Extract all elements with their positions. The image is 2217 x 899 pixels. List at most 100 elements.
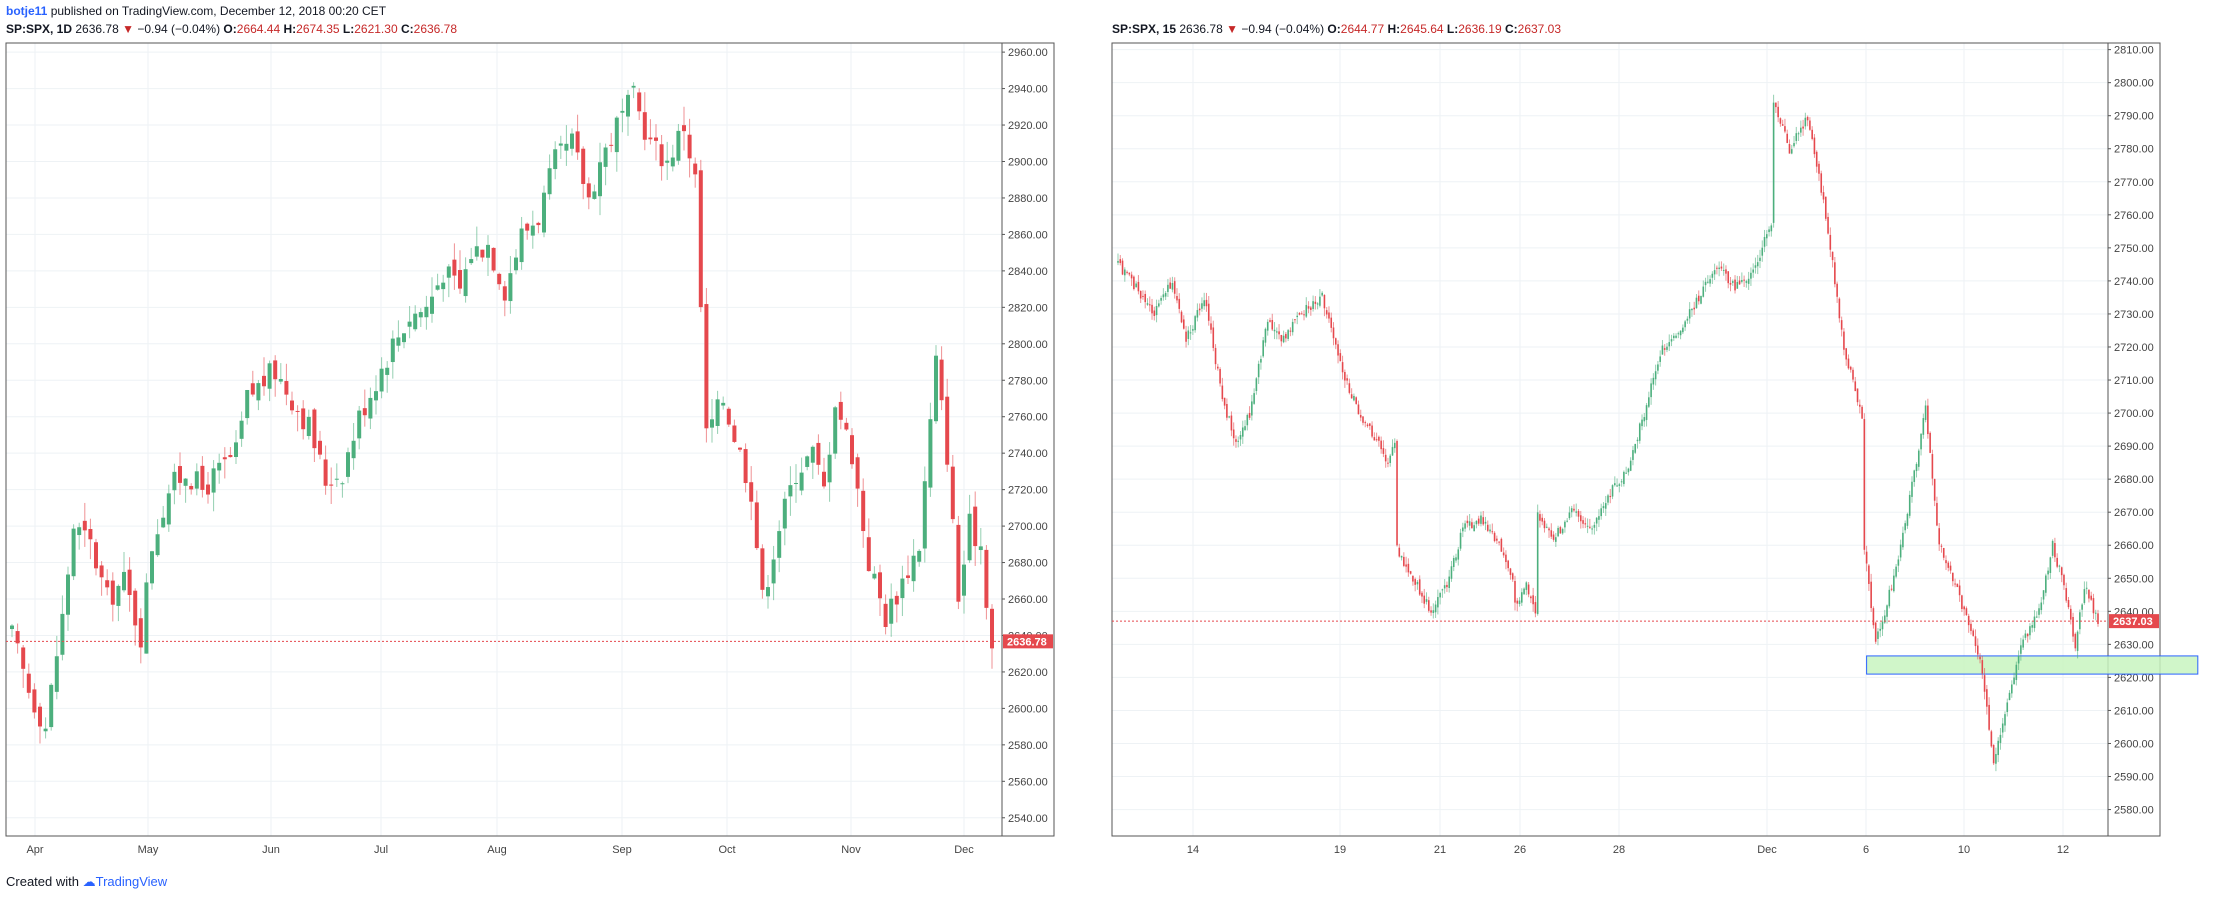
candle-body [1881,621,1884,630]
candle-body [1797,133,1800,135]
candle-body [1986,689,1988,707]
candle-body [1629,460,1632,471]
right-o-label: O: [1327,22,1341,36]
candle-body [1285,333,1287,339]
candle-body [1861,406,1863,419]
candle-body [1942,547,1945,558]
candle-body [1484,521,1487,524]
candle-body [441,282,446,290]
candle-body [1359,414,1362,418]
candle-body [547,168,552,195]
y-tick-label: 2780.00 [1008,375,1048,387]
x-tick-label: Oct [718,844,735,856]
candle-body [71,528,76,577]
candle-body [670,157,675,167]
candle-body [1911,481,1913,497]
candle-body [1586,525,1589,527]
candle-body [1275,331,1278,333]
candle-body [659,144,664,167]
tradingview-brand-link[interactable]: TradingView [95,874,168,889]
y-tick-label: 2560.00 [1008,776,1048,788]
candle-body [1972,630,1975,636]
candle-body [250,383,255,395]
candle-body [1255,378,1258,392]
candle-body [1130,274,1133,279]
candle-body [1425,599,1428,602]
candle-body [2094,612,2097,614]
candle-body [1700,295,1702,304]
right-last-price: 2636.78 [1179,22,1223,36]
candle-body [1228,416,1230,418]
candle-body [1947,562,1950,568]
candle-body [1366,424,1369,427]
candle-body [1441,589,1444,591]
candle-body [508,273,513,302]
candle-body [402,333,406,343]
y-tick-label: 2730.00 [2114,309,2154,321]
candle-body [782,498,787,529]
candle-body [1895,566,1897,577]
right-l-label: L: [1446,22,1459,36]
x-tick-label: 10 [1958,844,1970,856]
chart-panel-daily[interactable]: 2540.002560.002580.002600.002620.002640.… [5,42,1055,856]
candle-body [1260,358,1262,363]
last-price-tag [1003,634,1053,649]
y-tick-label: 2900.00 [1008,156,1048,168]
y-tick-label: 2580.00 [2114,805,2154,817]
candle-body [1824,196,1827,219]
candle-body [1328,312,1330,319]
candle-body [553,149,558,170]
y-tick-label: 2770.00 [2114,177,2154,189]
candle-body [1223,397,1226,406]
candle-body [1834,262,1836,285]
candle-body [1648,397,1650,407]
x-tick-label: 28 [1613,844,1625,856]
chart-panel-15min[interactable]: 2580.00 2590.00 2600.00 2610.00 2620.00 2630.… [1111,42,2199,856]
candle-body [1405,564,1407,567]
candle-body [1693,307,1696,310]
candle-body [1845,348,1847,360]
down-triangle-icon: ▼ [1226,22,1238,36]
candle-body [99,565,104,578]
candle-body [379,368,384,392]
candle-body [1566,520,1568,522]
candle-body [1221,385,1224,400]
candle-body [1489,529,1491,532]
candle-body [396,337,401,346]
candle-body [66,574,70,615]
candle-body [1312,301,1314,310]
y-tick-label: 2750.00 [2114,243,2154,255]
candle-body [1514,580,1516,603]
candle-body [1353,395,1355,401]
candle-body [1616,485,1618,487]
support-zone-rectangle[interactable] [1866,655,2199,675]
y-tick-label: 2760.00 [1008,412,1048,424]
y-tick-label: 2600.00 [2114,738,2154,750]
candle-body [1398,547,1401,557]
last-price-tag [2109,614,2159,629]
candle-body [822,471,826,487]
candle-body [1847,358,1850,369]
x-tick-label: 12 [2057,844,2069,856]
candle-body [1430,610,1432,613]
candle-body [861,490,866,532]
candle-body [1532,595,1534,605]
y-tick-label: 2880.00 [1008,193,1048,205]
candle-body [1437,597,1439,608]
candle-body [878,572,882,599]
candle-body [558,143,563,146]
candle-body [592,191,597,199]
candle-body [726,408,731,425]
candle-body [1843,331,1845,350]
candle-body [1194,316,1196,331]
candle-body [1387,462,1389,464]
y-tick-label: 2540.00 [1008,813,1048,825]
candle-body [161,517,166,528]
candle-body [1321,292,1323,296]
candle-body [1525,582,1528,590]
candle-body [166,493,171,525]
candle-body [1627,468,1630,473]
candle-body [2072,616,2074,637]
author-link[interactable]: botje11 [6,4,48,18]
candle-body [1266,321,1269,331]
